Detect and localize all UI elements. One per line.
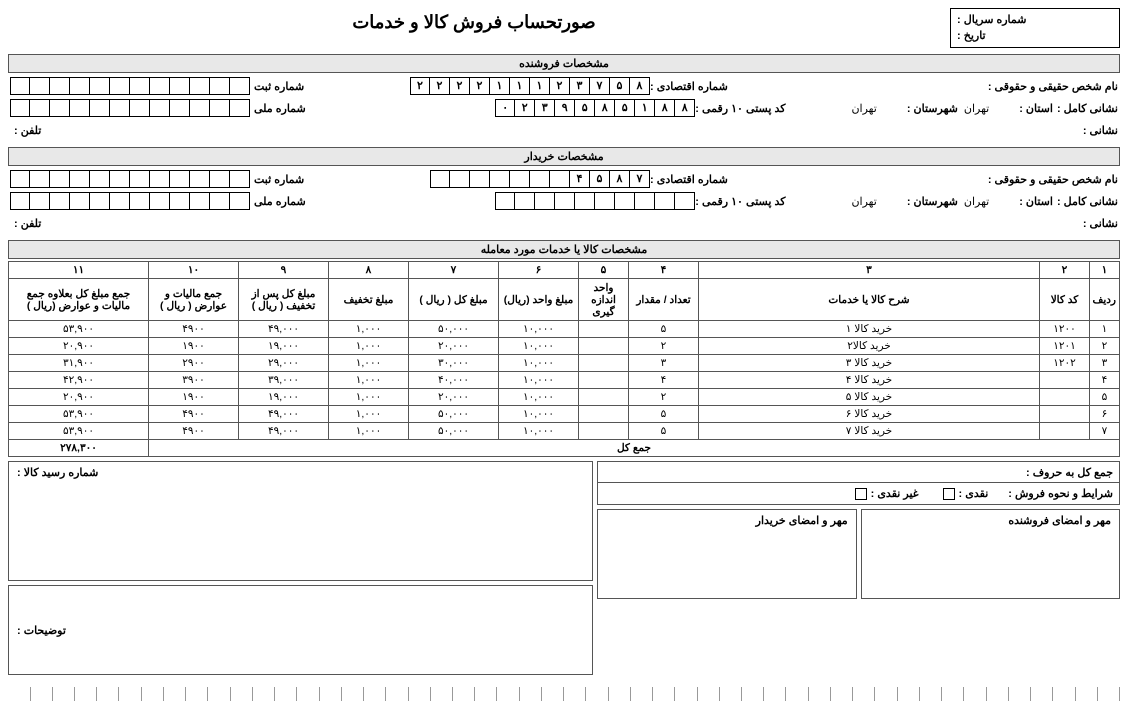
seller-phone-label: تلفن : (14, 124, 41, 137)
buyer-national-cells (10, 192, 250, 210)
bottom-ruler (8, 687, 1120, 701)
table-row: ۷خرید کالا ۷۵۱۰,۰۰۰۵۰,۰۰۰۱,۰۰۰۴۹,۰۰۰۴۹۰۰… (9, 423, 1120, 440)
table-row: ۳۱۲۰۲خرید کالا ۳۳۱۰,۰۰۰۳۰,۰۰۰۱,۰۰۰۲۹,۰۰۰… (9, 355, 1120, 372)
buyer-reg-cells (10, 170, 250, 188)
seller-signature-box: مهر و امضای فروشنده (861, 509, 1120, 599)
buyer-postal-label: کد پستی ۱۰ رقمی : (695, 195, 785, 208)
seller-person-label: نام شخص حقیقی و حقوقی : (988, 80, 1118, 93)
items-table: ۱ ۲ ۳ ۴ ۵ ۶ ۷ ۸ ۹ ۱۰ ۱۱ ردیف کد کالا شرح… (8, 261, 1120, 457)
buyer-reg-label: شماره ثبت (254, 173, 304, 186)
items-section-header: مشخصات کالا یا خدمات مورد معامله (8, 240, 1120, 259)
serial-label: شماره سریال : (957, 13, 1026, 29)
noncash-checkbox[interactable] (855, 488, 867, 500)
seller-province: تهران (964, 102, 989, 115)
buyer-economic-cells: ۴۵۸۷ (430, 170, 650, 188)
buyer-person-label: نام شخص حقیقی و حقوقی : (988, 173, 1118, 186)
seller-province-label: استان : (1019, 102, 1053, 115)
buyer-phone-label: تلفن : (14, 217, 41, 230)
total-words-box: جمع کل به حروف : (597, 461, 1120, 483)
col-number-row: ۱ ۲ ۳ ۴ ۵ ۶ ۷ ۸ ۹ ۱۰ ۱۱ (9, 262, 1120, 279)
seller-reg-cells (10, 77, 250, 95)
seller-block: نام شخص حقیقی و حقوقی : شماره اقتصادی : … (8, 75, 1120, 143)
table-row: ۵خرید کالا ۵۲۱۰,۰۰۰۲۰,۰۰۰۱,۰۰۰۱۹,۰۰۰۱۹۰۰… (9, 389, 1120, 406)
seller-reg-label: شماره ثبت (254, 80, 304, 93)
buyer-city-label: شهرستان : (907, 195, 958, 208)
table-row: ۱۱۲۰۰خرید کالا ۱۵۱۰,۰۰۰۵۰,۰۰۰۱,۰۰۰۴۹,۰۰۰… (9, 321, 1120, 338)
seller-address-label: نشانی : (1083, 124, 1118, 137)
buyer-address-label: نشانی : (1083, 217, 1118, 230)
seller-city: تهران (851, 102, 876, 115)
seller-addrfull-label: نشانی کامل : (1057, 102, 1118, 115)
buyer-signature-box: مهر و امضای خریدار (597, 509, 856, 599)
invoice-header: شماره سریال : تاریخ : صورتحساب فروش کالا… (8, 8, 1120, 48)
seller-postal-label: کد پستی ۱۰ رقمی : (695, 102, 785, 115)
page-title: صورتحساب فروش کالا و خدمات (8, 8, 940, 33)
receipt-number-box: شماره رسید کالا : (8, 461, 593, 581)
serial-date-box: شماره سریال : تاریخ : (950, 8, 1120, 48)
table-row: ۲۱۲۰۱خرید کالا۲۲۱۰,۰۰۰۲۰,۰۰۰۱,۰۰۰۱۹,۰۰۰۱… (9, 338, 1120, 355)
buyer-province: تهران (964, 195, 989, 208)
buyer-block: نام شخص حقیقی و حقوقی : شماره اقتصادی : … (8, 168, 1120, 236)
buyer-addrfull-label: نشانی کامل : (1057, 195, 1118, 208)
buyer-province-label: استان : (1019, 195, 1053, 208)
notes-box: توضیحات : (8, 585, 593, 675)
seller-economic-label: شماره اقتصادی : (650, 80, 728, 93)
buyer-nat-label: شماره ملی (254, 195, 306, 208)
total-row: جمع کل۲۷۸,۳۰۰ (9, 440, 1120, 457)
seller-nat-label: شماره ملی (254, 102, 306, 115)
buyer-section-header: مشخصات خریدار (8, 147, 1120, 166)
seller-section-header: مشخصات فروشنده (8, 54, 1120, 73)
seller-city-label: شهرستان : (907, 102, 958, 115)
buyer-postal-cells (495, 192, 695, 210)
buyer-city: تهران (851, 195, 876, 208)
table-row: ۶خرید کالا ۶۵۱۰,۰۰۰۵۰,۰۰۰۱,۰۰۰۴۹,۰۰۰۴۹۰۰… (9, 406, 1120, 423)
col-header-row: ردیف کد کالا شرح کالا یا خدمات تعداد / م… (9, 279, 1120, 321)
payment-terms-row: شرایط و نحوه فروش : نقدی : غیر نقدی : (597, 483, 1120, 505)
date-label: تاریخ : (957, 29, 986, 45)
cash-checkbox[interactable] (943, 488, 955, 500)
seller-national-cells (10, 99, 250, 117)
seller-economic-cells: ۲۲۲۲۱۱۱۲۳۷۵۸ (410, 77, 650, 95)
footer: جمع کل به حروف : شرایط و نحوه فروش : نقد… (8, 461, 1120, 675)
buyer-economic-label: شماره اقتصادی : (650, 173, 728, 186)
table-row: ۴خرید کالا ۴۴۱۰,۰۰۰۴۰,۰۰۰۱,۰۰۰۳۹,۰۰۰۳۹۰۰… (9, 372, 1120, 389)
seller-postal-cells: ۰۲۳۹۵۸۵۱۸۸ (495, 99, 695, 117)
